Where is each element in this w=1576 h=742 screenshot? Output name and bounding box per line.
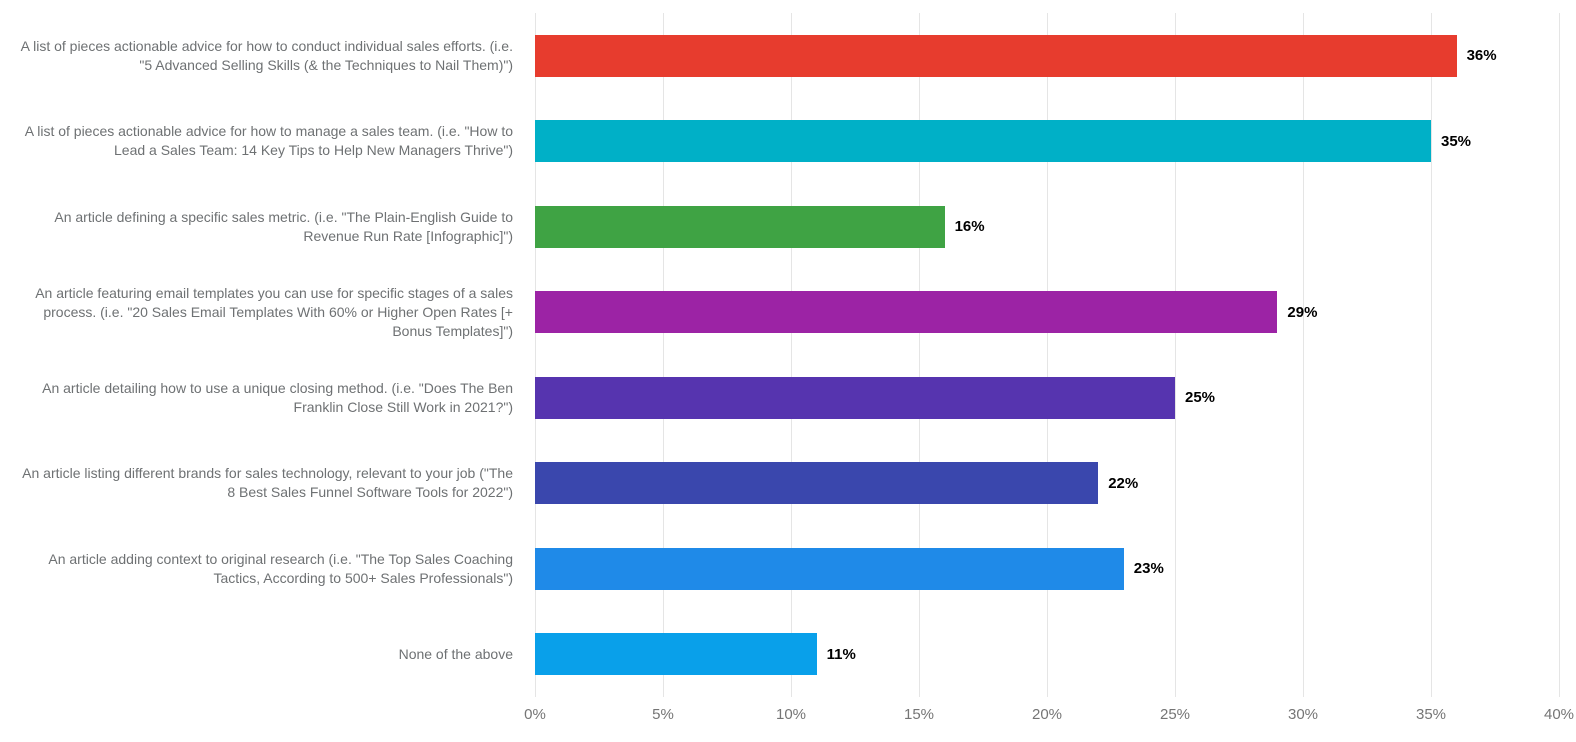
x-tick-label: 10% [775, 706, 807, 723]
value-label: 11% [826, 645, 856, 663]
x-axis: 0% 5% 10% 15% 20% 25% 30% 35% 40% [524, 697, 1574, 732]
chart-row: 29% [535, 270, 1559, 356]
bar [535, 547, 1124, 590]
chart-row: 22% [535, 441, 1559, 527]
gridline [535, 13, 536, 697]
x-tick-label: 5% [652, 706, 674, 723]
x-tick-label: 35% [1415, 706, 1447, 723]
gridline [791, 13, 792, 697]
category-label: An article defining a specific sales met… [54, 208, 513, 244]
value-label: 22% [1108, 474, 1139, 492]
gridline [1303, 13, 1304, 697]
plot-area: 36% 35% 16% 29% 25% 22% 23% 11% [535, 13, 1560, 698]
category-label: An article featuring email templates you… [35, 284, 513, 339]
x-tick-label: 40% [1543, 706, 1575, 723]
x-tick-label: 25% [1159, 706, 1191, 723]
value-label: 25% [1185, 389, 1216, 407]
chart-row: 25% [535, 355, 1559, 441]
category-label: None of the above [398, 645, 513, 662]
gridline [1559, 13, 1560, 697]
chart-row: 23% [535, 526, 1559, 612]
gridline [663, 13, 664, 697]
gridline [1431, 13, 1432, 697]
category-label: A list of pieces actionable advice for h… [20, 37, 513, 73]
category-label: A list of pieces actionable advice for h… [24, 123, 513, 159]
gridline [1047, 13, 1048, 697]
category-label: An article adding context to original re… [48, 550, 513, 586]
chart-row: 11% [535, 612, 1559, 698]
value-label: 23% [1133, 560, 1164, 578]
bar [535, 34, 1457, 77]
category-label: An article listing different brands for … [22, 465, 513, 501]
bar [535, 633, 817, 676]
category-labels: A list of pieces actionable advice for h… [0, 13, 513, 697]
bar [535, 205, 945, 248]
value-label: 16% [954, 218, 985, 236]
chart-row: 16% [535, 184, 1559, 270]
bar [535, 376, 1175, 419]
value-label: 36% [1466, 47, 1497, 65]
value-label: 29% [1287, 303, 1318, 321]
gridline [1175, 13, 1176, 697]
bar [535, 120, 1431, 163]
bar [535, 462, 1099, 505]
x-tick-label: 30% [1287, 706, 1319, 723]
chart-row: 36% [535, 13, 1559, 99]
x-tick-label: 20% [1031, 706, 1063, 723]
chart-row: 35% [535, 99, 1559, 185]
bar [535, 291, 1278, 334]
gridline [919, 13, 920, 697]
x-tick-label: 0% [524, 706, 546, 723]
x-tick-label: 15% [903, 706, 935, 723]
category-label: An article detailing how to use a unique… [42, 379, 513, 415]
value-label: 35% [1441, 132, 1472, 150]
